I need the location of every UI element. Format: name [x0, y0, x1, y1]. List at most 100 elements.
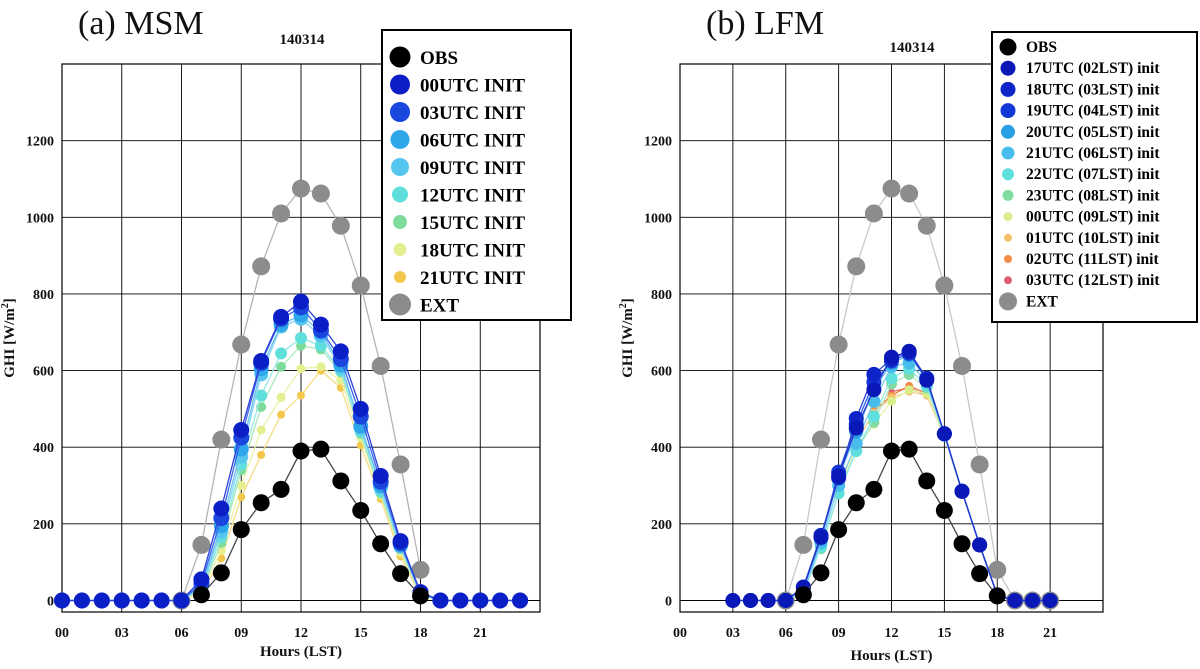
data-point — [372, 535, 390, 553]
legend-marker — [390, 102, 410, 122]
data-point — [847, 257, 866, 276]
legend-label: 01UTC (10LST) init — [1026, 230, 1160, 247]
data-point — [972, 537, 988, 553]
x-tick-label: 12 — [885, 626, 899, 641]
series-06utc-init — [54, 307, 528, 609]
series-00utc-init — [54, 293, 529, 609]
x-axis-label: Hours (LST) — [260, 644, 342, 660]
data-point — [371, 356, 390, 375]
series-line — [62, 314, 521, 602]
legend-marker — [1001, 146, 1015, 160]
legend-label: 18UTC INIT — [420, 241, 525, 262]
data-point — [452, 592, 469, 609]
data-point — [953, 535, 971, 553]
legend-label: 19UTC (04LST) init — [1026, 103, 1160, 120]
panel-a-legend: OBS 00UTC INIT 03UTC INIT 06UTC INIT 09UTC I… — [381, 29, 572, 321]
data-point — [935, 501, 953, 519]
data-point — [512, 592, 529, 609]
legend-marker — [1000, 103, 1016, 119]
data-point — [332, 343, 349, 360]
data-point — [113, 592, 130, 609]
series-obs — [192, 440, 429, 605]
y-tick-label: 200 — [33, 518, 54, 533]
data-point — [133, 592, 150, 609]
data-point — [292, 442, 310, 460]
legend-marker — [1004, 255, 1012, 263]
data-point — [192, 535, 211, 554]
data-point — [866, 366, 882, 382]
series-15utc-init — [57, 340, 526, 606]
legend-label: 22UTC (07LST) init — [1026, 166, 1160, 183]
series-line — [891, 387, 1051, 602]
legend-marker — [1000, 81, 1016, 97]
data-point — [392, 533, 409, 550]
data-point — [312, 316, 329, 333]
data-point — [314, 339, 327, 352]
data-point — [882, 179, 901, 198]
data-point — [237, 493, 246, 502]
data-point — [295, 332, 307, 344]
legend-marker — [1002, 168, 1014, 181]
data-point — [848, 420, 864, 436]
data-point — [93, 592, 110, 609]
data-point — [331, 216, 350, 235]
data-point — [778, 593, 794, 609]
legend-label: 03UTC INIT — [420, 103, 525, 124]
data-point — [276, 361, 287, 372]
data-point — [901, 343, 917, 359]
series-line — [62, 306, 521, 602]
series-18utc-init — [57, 362, 525, 606]
series-19utc-04lst-init — [743, 345, 1058, 609]
data-point — [296, 364, 306, 374]
legend-label: 02UTC (11LST) init — [1026, 251, 1159, 268]
data-point — [919, 372, 935, 388]
data-point — [257, 450, 266, 459]
legend-marker — [390, 130, 410, 149]
data-point — [812, 430, 830, 449]
data-point — [935, 276, 954, 295]
data-point — [918, 472, 936, 490]
data-point — [970, 455, 989, 474]
data-point — [292, 179, 310, 198]
legend-marker — [1002, 189, 1014, 201]
data-point — [831, 468, 847, 484]
legend-marker — [389, 46, 411, 68]
data-point — [273, 308, 290, 325]
data-point — [275, 347, 288, 360]
legend-label: 09UTC INIT — [420, 158, 525, 179]
data-point — [316, 362, 326, 372]
data-point — [866, 382, 882, 398]
data-point — [311, 184, 330, 203]
legend-marker — [389, 293, 411, 316]
data-point — [412, 587, 429, 605]
data-point — [236, 481, 246, 491]
data-point — [332, 472, 350, 490]
data-point — [252, 494, 270, 512]
y-tick-label: 0 — [665, 595, 672, 610]
y-tick-label: 200 — [651, 518, 672, 533]
data-point — [276, 392, 286, 402]
plot-frame — [679, 63, 1104, 613]
panel-label: (a) MSM — [78, 5, 204, 42]
data-point — [1042, 593, 1058, 609]
y-axis-label: GHI [W/m2] — [618, 298, 636, 378]
data-point — [153, 592, 170, 609]
data-point — [73, 592, 90, 609]
data-point — [352, 400, 369, 417]
y-tick-label: 1200 — [644, 135, 672, 150]
data-point — [904, 385, 914, 395]
legend-marker — [393, 215, 407, 229]
data-point — [391, 455, 410, 474]
series-line — [200, 448, 421, 597]
chart-title: 140314 — [280, 32, 326, 48]
data-point — [887, 396, 896, 406]
data-point — [277, 410, 286, 419]
data-point — [794, 586, 812, 604]
panel-label: (b) LFM — [706, 5, 824, 42]
legend-label: 23UTC (08LST) init — [1026, 187, 1160, 204]
data-point — [193, 571, 210, 588]
data-point — [885, 372, 898, 385]
data-point — [867, 410, 880, 423]
data-point — [272, 480, 290, 498]
data-point — [971, 565, 989, 583]
